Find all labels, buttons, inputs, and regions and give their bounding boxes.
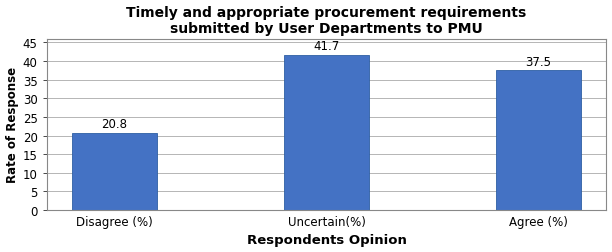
Text: 20.8: 20.8 xyxy=(102,118,127,131)
Text: 37.5: 37.5 xyxy=(526,56,551,69)
X-axis label: Respondents Opinion: Respondents Opinion xyxy=(247,234,406,246)
Text: 41.7: 41.7 xyxy=(313,40,340,53)
Y-axis label: Rate of Response: Rate of Response xyxy=(6,67,18,183)
Bar xyxy=(284,55,369,210)
Bar xyxy=(496,71,581,210)
Bar xyxy=(72,133,157,210)
Title: Timely and appropriate procurement requirements
submitted by User Departments to: Timely and appropriate procurement requi… xyxy=(127,6,527,36)
